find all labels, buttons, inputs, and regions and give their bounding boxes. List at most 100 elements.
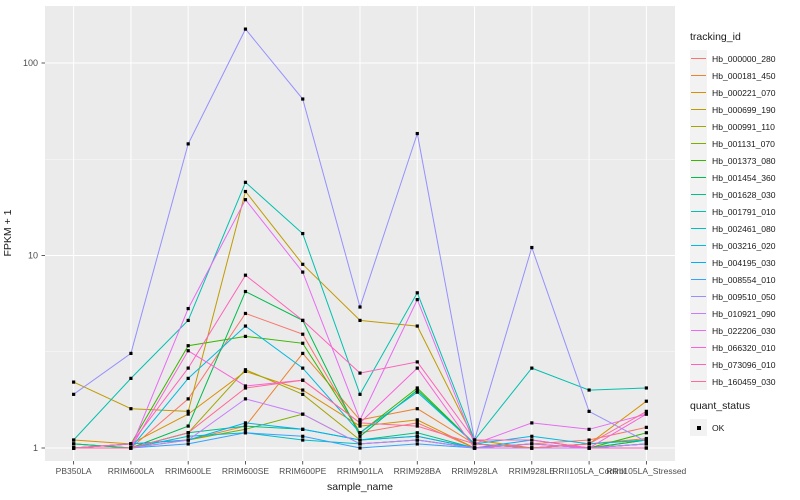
data-point — [301, 262, 305, 266]
quant-status-item: OK — [690, 419, 800, 436]
legend-key-swatch — [690, 169, 707, 186]
legend-line-icon — [691, 313, 706, 315]
data-point — [415, 434, 419, 438]
data-point — [415, 388, 419, 392]
legend-key-swatch — [690, 254, 707, 271]
data-point — [530, 446, 534, 450]
legend-item: Hb_000181_450 — [690, 67, 800, 84]
data-point — [415, 291, 419, 295]
data-point — [644, 409, 648, 413]
data-point — [415, 407, 419, 411]
legend-key-swatch — [690, 237, 707, 254]
legend-item: Hb_001373_080 — [690, 152, 800, 169]
legend-key-swatch — [690, 419, 707, 436]
legend-key-swatch — [690, 152, 707, 169]
data-point — [186, 424, 190, 428]
legend-line-icon — [691, 58, 706, 60]
data-point — [415, 366, 419, 370]
legend-key-swatch — [690, 288, 707, 305]
data-point — [186, 438, 190, 442]
legend-line-icon — [691, 330, 706, 332]
x-tick-label: RRIM901LA — [337, 466, 384, 476]
data-point — [644, 386, 648, 390]
data-point — [415, 421, 419, 425]
legend-line-icon — [691, 109, 706, 111]
data-point — [243, 198, 248, 202]
data-point — [243, 397, 248, 401]
data-point — [186, 412, 190, 416]
data-point — [358, 318, 362, 323]
legend-item: Hb_009510_050 — [690, 288, 800, 305]
data-point — [587, 446, 591, 450]
data-point — [72, 442, 76, 446]
data-point — [587, 427, 591, 431]
data-point — [530, 366, 534, 370]
data-point — [72, 446, 76, 450]
legend-item-label: Hb_003216_020 — [712, 240, 776, 251]
data-point — [72, 438, 76, 442]
legend-line-icon — [691, 143, 706, 145]
y-tick-label: 100 — [23, 58, 38, 68]
data-point — [644, 439, 648, 444]
data-point — [415, 424, 419, 428]
legend-key-swatch — [690, 203, 707, 220]
legend-line-icon — [691, 262, 706, 264]
legend-item-label: Hb_000699_190 — [712, 104, 776, 115]
data-point — [415, 438, 419, 442]
data-point — [186, 349, 190, 353]
x-tick-label: PB350LA — [56, 466, 92, 476]
data-point — [415, 431, 419, 435]
data-point — [644, 442, 648, 446]
legend-key-swatch — [690, 339, 707, 356]
legend-item: Hb_073096_010 — [690, 356, 800, 373]
data-point — [243, 273, 248, 277]
legend-item-label: Hb_009510_050 — [712, 291, 776, 302]
data-point — [530, 434, 534, 438]
legend-item: Hb_010921_090 — [690, 305, 800, 322]
data-point — [301, 438, 305, 442]
legend-item: Hb_001131_070 — [690, 135, 800, 152]
data-point — [301, 351, 305, 356]
data-point — [587, 388, 591, 392]
x-tick-label: RRIM600LE — [165, 466, 212, 476]
data-point — [415, 418, 419, 422]
legend-line-icon — [691, 347, 706, 349]
data-point — [644, 399, 648, 403]
legend-line-icon — [691, 245, 706, 247]
data-point — [358, 371, 362, 375]
data-point — [243, 369, 248, 373]
x-tick-label: RRIM928LE — [509, 466, 556, 476]
data-point — [301, 270, 305, 274]
data-point — [587, 438, 591, 442]
data-point — [186, 366, 190, 370]
data-point — [530, 245, 534, 250]
data-point — [358, 446, 362, 450]
y-tick-label: 10 — [28, 251, 38, 261]
data-point — [358, 421, 362, 425]
legend-key-swatch — [690, 118, 707, 135]
data-point — [186, 409, 190, 413]
legend-key-swatch — [690, 356, 707, 373]
legend-item-label: Hb_001454_360 — [712, 172, 776, 183]
x-tick-label: RRIM600LA — [108, 466, 155, 476]
legend-item: Hb_001791_010 — [690, 203, 800, 220]
y-tick-label: 1 — [33, 443, 38, 453]
legend-panel: tracking_id Hb_000000_280 Hb_000181_450 Hb… — [690, 31, 800, 436]
legend-item-label: Hb_002461_080 — [712, 223, 776, 234]
data-point — [243, 27, 248, 31]
data-point — [301, 97, 305, 101]
legend-key-swatch — [690, 322, 707, 339]
point-square-icon — [696, 425, 701, 430]
data-point — [243, 334, 248, 338]
data-point — [129, 442, 133, 446]
legend-line-icon — [691, 228, 706, 230]
legend-key-swatch — [690, 220, 707, 237]
legend-item-label: Hb_004195_030 — [712, 257, 776, 268]
data-point — [301, 412, 305, 416]
data-point — [243, 424, 248, 428]
data-point — [530, 421, 534, 425]
data-point — [243, 368, 248, 372]
legend-key-swatch — [690, 84, 707, 101]
x-tick-label: RRIM928LA — [451, 466, 498, 476]
data-point — [644, 412, 648, 416]
